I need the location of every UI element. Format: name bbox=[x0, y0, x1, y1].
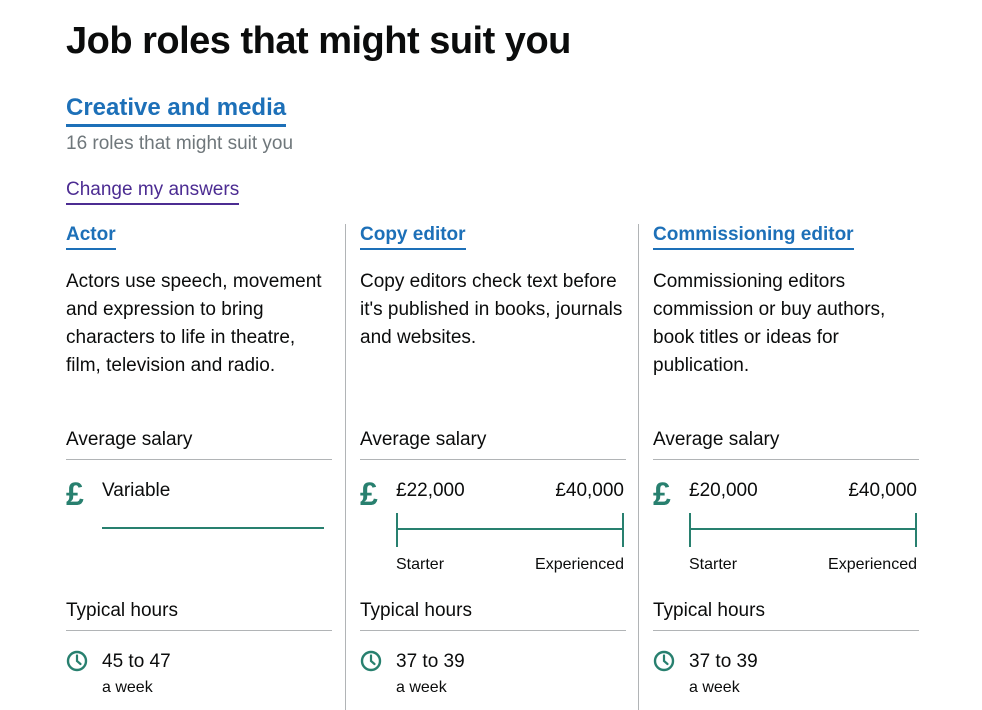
typical-hours-label: Typical hours bbox=[360, 599, 626, 631]
category-link[interactable]: Creative and media bbox=[66, 92, 287, 127]
salary-bar-line bbox=[396, 528, 624, 530]
salary-max: £40,000 bbox=[848, 480, 917, 501]
average-salary-label: Average salary bbox=[653, 428, 919, 460]
pound-icon: £ bbox=[653, 476, 671, 512]
average-salary-label: Average salary bbox=[360, 428, 626, 460]
pound-icon: £ bbox=[66, 476, 84, 512]
typical-hours-label: Typical hours bbox=[66, 599, 332, 631]
salary-max: £40,000 bbox=[555, 480, 624, 501]
hours-value: 45 to 47 bbox=[102, 651, 171, 672]
experienced-label: Experienced bbox=[828, 556, 917, 573]
hours-unit: a week bbox=[689, 679, 740, 696]
column-divider bbox=[638, 224, 639, 710]
role-description: Actors use speech, movement and expressi… bbox=[66, 271, 322, 376]
salary-bar-start-tick bbox=[396, 513, 398, 547]
role-title-link[interactable]: Commissioning editor bbox=[653, 222, 854, 250]
salary-min: £22,000 bbox=[396, 480, 465, 501]
column-divider bbox=[345, 224, 346, 710]
salary-variable-line bbox=[102, 527, 324, 529]
clock-icon bbox=[66, 650, 88, 672]
experienced-label: Experienced bbox=[535, 556, 624, 573]
hours-value: 37 to 39 bbox=[396, 651, 465, 672]
role-title-link[interactable]: Actor bbox=[66, 222, 116, 250]
role-card-copy-editor: Copy editor Copy editors check text befo… bbox=[360, 222, 626, 696]
salary-bar-line bbox=[689, 528, 917, 530]
typical-hours-label: Typical hours bbox=[653, 599, 919, 631]
salary-range-bar bbox=[689, 513, 917, 547]
page-title: Job roles that might suit you bbox=[66, 20, 571, 62]
starter-label: Starter bbox=[689, 556, 738, 573]
role-card-actor: Actor Actors use speech, movement and ex… bbox=[66, 222, 332, 696]
role-title-link[interactable]: Copy editor bbox=[360, 222, 466, 250]
salary-bar-start-tick bbox=[689, 513, 691, 547]
change-answers-link[interactable]: Change my answers bbox=[66, 178, 240, 205]
hours-value: 37 to 39 bbox=[689, 651, 758, 672]
role-description: Commissioning editors commission or buy … bbox=[653, 271, 886, 376]
clock-icon bbox=[360, 650, 382, 672]
average-salary-label: Average salary bbox=[66, 428, 332, 460]
role-card-commissioning-editor: Commissioning editor Commissioning edito… bbox=[653, 222, 919, 696]
salary-min: £20,000 bbox=[689, 480, 758, 501]
hours-unit: a week bbox=[396, 679, 447, 696]
salary-range-bar bbox=[396, 513, 624, 547]
salary-bar-end-tick bbox=[622, 513, 624, 547]
role-description: Copy editors check text before it's publ… bbox=[360, 271, 623, 348]
pound-icon: £ bbox=[360, 476, 378, 512]
clock-icon bbox=[653, 650, 675, 672]
salary-bar-end-tick bbox=[915, 513, 917, 547]
hours-unit: a week bbox=[102, 679, 153, 696]
salary-variable: Variable bbox=[102, 480, 171, 501]
starter-label: Starter bbox=[396, 556, 445, 573]
roles-count: 16 roles that might suit you bbox=[66, 133, 294, 154]
